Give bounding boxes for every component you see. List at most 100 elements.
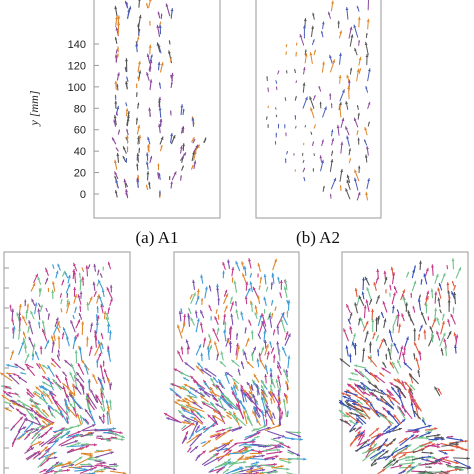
vector-head: [184, 437, 187, 440]
vector-head: [58, 469, 62, 473]
vector-head: [356, 418, 360, 421]
vector-head: [17, 403, 21, 407]
vector-head: [213, 377, 216, 380]
vector-head: [197, 412, 201, 415]
vector-head: [358, 57, 362, 61]
vector-head: [78, 347, 82, 350]
vector-head: [263, 330, 267, 334]
vector-head: [81, 386, 85, 390]
vector-head: [86, 442, 89, 446]
vector-head: [30, 407, 34, 411]
vector-head: [55, 461, 59, 465]
vector-head: [204, 368, 208, 372]
vector-head: [156, 25, 160, 29]
vector-head: [47, 313, 51, 316]
vector-arrow: [60, 440, 79, 447]
vector-head: [81, 444, 85, 448]
vector-head: [346, 136, 350, 139]
y-axis: 0 20 40 60 80 100 120 140: [68, 39, 99, 201]
vector-head: [22, 331, 26, 335]
vector-head: [62, 386, 66, 390]
vector-head: [294, 115, 297, 117]
vector-head: [268, 409, 272, 413]
vector-head: [341, 118, 345, 122]
vector-head: [293, 153, 295, 155]
vector-head: [88, 462, 92, 466]
vector-head: [125, 108, 129, 112]
vector-head: [100, 273, 102, 276]
vector-head: [121, 437, 124, 441]
vector-head: [127, 9, 131, 13]
vector-arrow: [94, 429, 113, 432]
vector-head: [115, 27, 119, 31]
vector-head: [28, 320, 32, 324]
vector-head: [284, 158, 287, 161]
vector-head: [138, 70, 142, 74]
vector-head: [387, 425, 391, 429]
vector-head: [101, 399, 105, 403]
vector-head: [398, 324, 402, 327]
vector-head: [56, 321, 60, 324]
vector-head: [460, 446, 464, 450]
vector-head: [6, 372, 9, 375]
vector-head: [348, 377, 352, 381]
vector-head: [404, 362, 407, 366]
vector-head: [280, 411, 284, 414]
vector-head: [412, 306, 415, 309]
vector-head: [42, 409, 46, 413]
vector-head: [52, 379, 56, 383]
vector-head: [434, 427, 438, 431]
vector-head: [428, 441, 432, 445]
vector-arrow: [351, 402, 371, 410]
vector-head: [66, 406, 70, 410]
vector-head: [195, 421, 199, 425]
vector-head: [393, 343, 397, 347]
vector-head: [233, 382, 237, 385]
vector-head: [354, 383, 358, 387]
vector-head: [352, 428, 356, 431]
vector-head: [196, 318, 200, 322]
vector-head: [405, 445, 409, 448]
vector-head: [241, 455, 244, 459]
vector-head: [35, 274, 38, 278]
vector-head: [221, 428, 225, 432]
vector-head: [220, 361, 224, 365]
vector-head: [250, 352, 254, 356]
vector-head: [366, 287, 370, 291]
vector-head: [401, 313, 405, 317]
panel-e-vectors: [338, 258, 472, 474]
vector-arrow: [284, 437, 303, 441]
vector-head: [374, 462, 377, 466]
vector-head: [44, 456, 48, 460]
panel-c-ticks: [4, 267, 9, 469]
vector-head: [6, 363, 10, 367]
vector-head: [330, 159, 334, 163]
vector-head: [138, 135, 142, 138]
vector-head: [254, 374, 257, 378]
vector-head: [66, 417, 69, 420]
vector-head: [236, 403, 239, 407]
vector-head: [51, 281, 55, 285]
vector-head: [73, 407, 77, 411]
vector-head: [266, 404, 269, 408]
vector-head: [446, 265, 448, 267]
vector-head: [318, 86, 321, 89]
vector-head: [240, 311, 244, 315]
vector-head: [93, 264, 97, 267]
vector-head: [97, 377, 101, 381]
vector-head: [137, 103, 140, 106]
vector-head: [366, 439, 370, 443]
y-tick-label: 100: [68, 82, 86, 94]
vector-head: [182, 109, 185, 112]
vector-head: [252, 411, 256, 415]
vector-head: [347, 80, 351, 83]
vector-head: [235, 301, 237, 304]
vector-arrow: [179, 404, 197, 411]
vector-head: [426, 458, 430, 462]
vector-head: [284, 97, 286, 99]
vector-head: [116, 112, 118, 114]
vector-head: [217, 315, 220, 317]
vector-head: [172, 135, 176, 139]
vector-head: [272, 354, 276, 358]
vector-head: [218, 410, 221, 414]
